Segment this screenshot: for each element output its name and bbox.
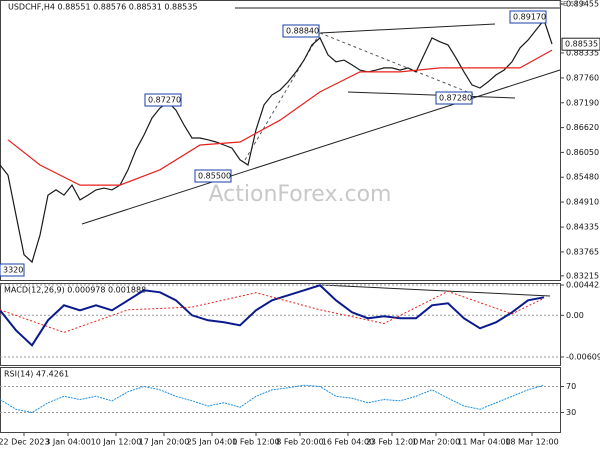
series-line: [0, 284, 545, 347]
y-tick-label: 0.86620: [566, 123, 599, 132]
series-line: [7, 49, 553, 186]
y-tick-label: 0.84335: [566, 223, 599, 232]
x-tick-label: 25 Jan 04:00: [187, 438, 238, 447]
y-tick-label: -0.006092: [566, 353, 600, 362]
trendline: [81, 69, 561, 225]
x-tick-label: 18 Mar 12:00: [505, 438, 558, 447]
x-tick-label: 1 Mar 20:00: [412, 438, 460, 447]
series-line: [0, 384, 545, 414]
y-tick-label: 70: [566, 382, 576, 391]
annotation: 3320: [3, 266, 23, 275]
panel-title: MACD(12,26,9) 0.000978 0.001888: [4, 286, 146, 295]
x-tick-label: 11 Mar 04:00: [457, 438, 510, 447]
x-tick-label: 23 Feb 12:00: [366, 438, 418, 447]
x-tick-label: 10 Jan 12:00: [91, 438, 142, 447]
trendline: [347, 91, 516, 99]
y-tick-label: 0.86050: [566, 148, 599, 157]
y-tick-label: 0.83765: [566, 247, 599, 256]
x-tick-label: 22 Dec 2023: [0, 438, 50, 447]
y-tick-label: 0.87760: [566, 73, 599, 82]
last-price-label: 0.88535: [565, 40, 598, 49]
y-tick-label: 0.85480: [566, 173, 599, 182]
annotation: 0.87270: [148, 96, 181, 105]
x-tick-label: 1 Feb 12:00: [232, 438, 279, 447]
y-tick-label: 30: [566, 408, 576, 417]
panel-frame: [0, 283, 561, 366]
fib-line: [319, 32, 476, 96]
y-tick-label: 0.87190: [566, 98, 599, 107]
annotation-box: [435, 91, 473, 105]
y-tick-label: 0.83215: [566, 271, 599, 280]
x-tick-label: 3 Jan 04:00: [45, 438, 91, 447]
series-line: [0, 18, 553, 264]
annotation-box: [0, 263, 25, 277]
annotation: 0.85500: [198, 172, 231, 181]
divergence-line: [321, 284, 551, 297]
annotation-box: [144, 93, 182, 107]
panel-frame: [0, 0, 561, 281]
annotation-box: [194, 169, 232, 183]
annotation: 0.87280: [439, 94, 472, 103]
panel-frame: [0, 367, 561, 433]
y-tick-label: 0.004425: [566, 281, 600, 290]
annotation: FE 61.8: [559, 0, 585, 8]
x-tick-label: 8 Feb 20:00: [276, 438, 323, 447]
annotation: 0.89170: [513, 13, 546, 22]
chart-title: USDCHF,H4 0.88551 0.88576 0.88531 0.8853…: [8, 3, 197, 12]
annotation-box: [509, 10, 547, 24]
panel-title: RSI(14) 47.4261: [4, 370, 69, 379]
trendline: [319, 23, 496, 34]
y-tick-label: 0.00: [566, 311, 584, 320]
y-tick-label: 0.88335: [566, 48, 599, 57]
annotation: 0.88840: [286, 27, 319, 36]
watermark: ActionForex.com: [209, 182, 392, 207]
y-tick-label: 0.89455: [566, 0, 599, 9]
x-tick-label: 17 Jan 20:00: [139, 438, 190, 447]
series-line: [0, 290, 545, 333]
x-tick-label: 16 Feb 04:00: [322, 438, 374, 447]
y-tick-label: 0.84910: [566, 198, 599, 207]
annotation-box: [282, 24, 320, 38]
last-price-box: [561, 37, 600, 51]
